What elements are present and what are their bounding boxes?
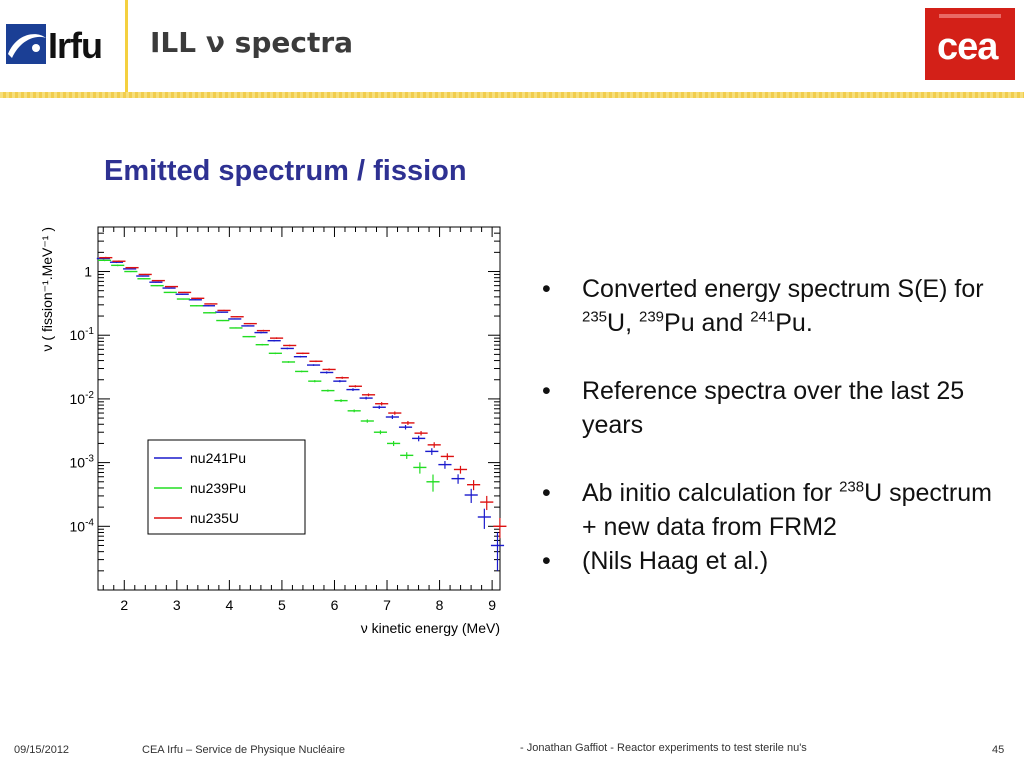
bullet-text: Pu. bbox=[775, 309, 813, 337]
x-tick-label: 7 bbox=[383, 597, 391, 613]
footer-org: CEA Irfu – Service de Physique Nucléaire bbox=[142, 744, 345, 756]
y-tick-exponent: -4 bbox=[85, 517, 94, 528]
bullet-superscript: 241 bbox=[750, 308, 776, 326]
y-tick-base: 10 bbox=[70, 518, 86, 534]
irfu-logo: Irfu bbox=[6, 22, 118, 70]
subtitle: Emitted spectrum / fission bbox=[104, 155, 467, 187]
x-tick-label: 8 bbox=[436, 597, 444, 613]
header-bar bbox=[0, 92, 1024, 98]
legend-label: nu239Pu bbox=[190, 480, 246, 496]
y-axis-label: ν ( fission⁻¹.MeV⁻¹ ) bbox=[39, 227, 55, 351]
header-divider bbox=[125, 0, 128, 92]
y-tick-label: 10-4 bbox=[70, 517, 95, 534]
bullet-list: • Converted energy spectrum S(E) for 235U… bbox=[540, 272, 1000, 578]
bullet-text: Reference spectra over the last 25 years bbox=[582, 377, 965, 439]
bullet-dot: • bbox=[542, 275, 551, 303]
slide-title: ILL ν spectra bbox=[150, 26, 354, 59]
bullet-item: • Ab initio calculation for 238U spectrum… bbox=[540, 476, 1000, 544]
x-tick-label: 5 bbox=[278, 597, 286, 613]
footer-page: 45 bbox=[992, 744, 1005, 756]
x-tick-label: 2 bbox=[120, 597, 128, 613]
x-tick-label: 6 bbox=[331, 597, 339, 613]
cea-logo: cea bbox=[925, 8, 1015, 80]
bullet-superscript: 238 bbox=[839, 478, 865, 496]
x-tick-label: 9 bbox=[488, 597, 496, 613]
bullet-text: U, bbox=[607, 309, 639, 337]
slide-header: Irfu ILL ν spectra cea bbox=[0, 0, 1024, 92]
bullet-text: Converted energy spectrum S(E) for bbox=[582, 275, 984, 303]
bullet-dot: • bbox=[542, 479, 551, 507]
cea-logo-text: cea bbox=[937, 26, 998, 68]
y-tick-exponent: -3 bbox=[85, 454, 94, 465]
y-tick-base: 10 bbox=[70, 455, 86, 471]
bullet-dot: • bbox=[542, 547, 551, 575]
bullet-superscript: 239 bbox=[638, 308, 665, 326]
bullet-item: • Reference spectra over the last 25 year… bbox=[540, 374, 1000, 442]
bullet-superscript: 235 bbox=[582, 308, 608, 326]
y-tick-label: 1 bbox=[84, 264, 92, 280]
footer-talk: - Jonathan Gaffiot - Reactor experiments… bbox=[520, 742, 807, 754]
bullet-dot: • bbox=[542, 377, 551, 405]
y-tick-label: 10-2 bbox=[70, 390, 95, 407]
y-tick-base: 10 bbox=[70, 391, 86, 407]
y-tick-label: 10-3 bbox=[70, 454, 95, 471]
y-tick-base: 10 bbox=[70, 327, 86, 343]
bullet-item: • Converted energy spectrum S(E) for 235U… bbox=[540, 272, 1000, 340]
bullet-text: Ab initio calculation for bbox=[582, 479, 840, 507]
bullet-item: • (Nils Haag et al.) bbox=[540, 544, 1000, 578]
x-axis-label: ν kinetic energy (MeV) bbox=[361, 620, 500, 636]
bullet-text: U spectrum + new data from FRM2 bbox=[582, 479, 992, 541]
y-tick-base: 1 bbox=[84, 264, 92, 280]
legend-label: nu235U bbox=[190, 510, 239, 526]
x-tick-label: 4 bbox=[225, 597, 233, 613]
y-tick-exponent: -2 bbox=[85, 390, 94, 401]
bullet-text: Pu and bbox=[664, 309, 751, 337]
bullet-text: (Nils Haag et al.) bbox=[582, 547, 769, 575]
irfu-swirl-icon bbox=[6, 24, 46, 64]
footer-date: 09/15/2012 bbox=[14, 744, 70, 756]
cea-logo-tagline bbox=[939, 14, 1001, 18]
x-tick-label: 3 bbox=[173, 597, 181, 613]
irfu-logo-text: Irfu bbox=[48, 25, 103, 66]
y-tick-exponent: -1 bbox=[85, 326, 94, 337]
y-tick-label: 10-1 bbox=[70, 326, 95, 343]
plot-frame bbox=[97, 226, 501, 591]
legend-label: nu241Pu bbox=[190, 450, 246, 466]
